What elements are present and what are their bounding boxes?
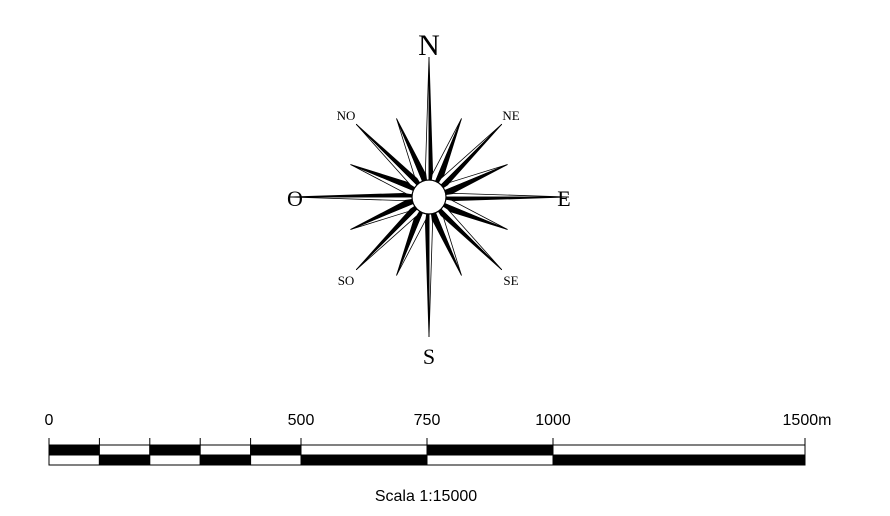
scale-label: 500 bbox=[288, 412, 315, 429]
label-northwest: NO bbox=[337, 108, 356, 123]
scale-segment-bottom bbox=[300, 454, 428, 466]
compass-rose-icon bbox=[288, 56, 570, 338]
label-northeast: NE bbox=[502, 108, 519, 123]
scale-segment-top bbox=[552, 444, 806, 456]
scale-segment-top bbox=[149, 444, 201, 456]
scale-bar-labels: 0 500 750 1000 1500m bbox=[45, 412, 832, 429]
scale-segment-top bbox=[98, 444, 151, 456]
label-west: O bbox=[287, 186, 303, 211]
scale-segment-top bbox=[199, 444, 252, 456]
scale-label: 1000 bbox=[535, 412, 571, 429]
scale-segment-bottom bbox=[552, 454, 806, 466]
scale-label: 750 bbox=[414, 412, 441, 429]
scale-caption: Scala 1:15000 bbox=[375, 488, 477, 505]
label-north: N bbox=[418, 29, 440, 62]
scale-segment-top bbox=[300, 444, 428, 456]
scale-segment-bottom bbox=[250, 454, 302, 466]
scale-label: 0 bbox=[45, 412, 54, 429]
label-southeast: SE bbox=[503, 273, 518, 288]
scale-segment-top bbox=[250, 444, 302, 456]
scale-bar bbox=[48, 438, 806, 466]
scale-label: 1500m bbox=[783, 412, 832, 429]
scale-segment-top bbox=[426, 444, 554, 456]
scale-segment-bottom bbox=[48, 454, 100, 466]
scale-segment-bottom bbox=[199, 454, 252, 466]
label-southwest: SO bbox=[338, 273, 355, 288]
label-south: S bbox=[423, 344, 435, 369]
scale-segment-bottom bbox=[426, 454, 554, 466]
scale-segment-top bbox=[48, 444, 100, 456]
scale-segment-bottom bbox=[149, 454, 201, 466]
compass-labels: N S E O NE NO SE SO bbox=[287, 29, 571, 369]
label-east: E bbox=[557, 186, 570, 211]
scale-segment-bottom bbox=[98, 454, 151, 466]
